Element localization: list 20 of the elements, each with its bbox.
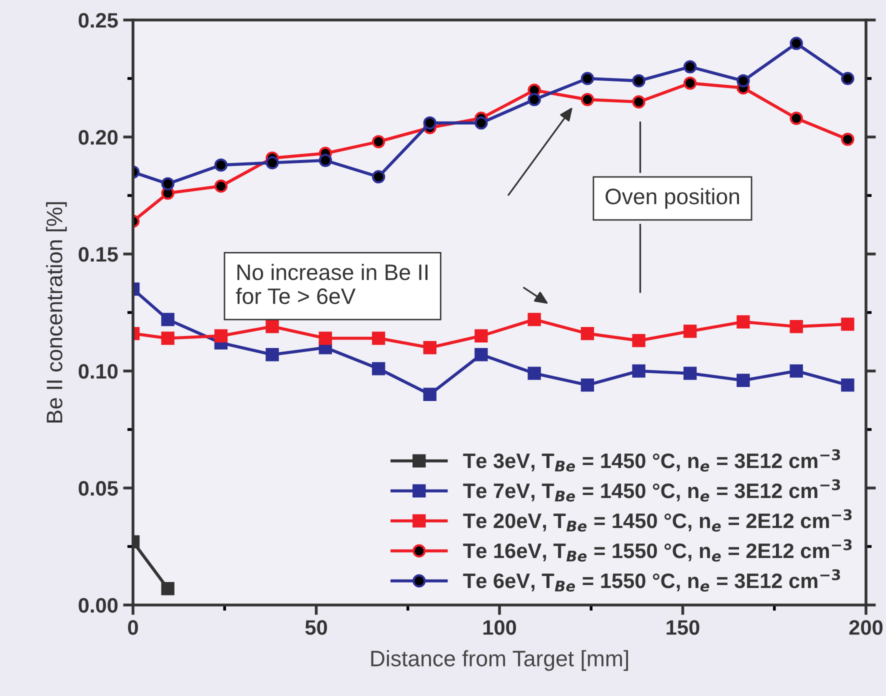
y-tick-label: 0.10 <box>78 364 118 379</box>
legend-label: Te 20eV, T$_{Be}$ = 1450 °C, n$_{e}$ = 2E12 cm$^{−3}$ <box>463 509 852 532</box>
x-tick-label: 150 <box>666 620 700 635</box>
x-axis-title: Distance from Target [mm] <box>371 650 628 671</box>
legend-label: Te 6eV, T$_{Be}$ = 1550 °C, n$_{e}$ = 3E12 cm$^{−3}$ <box>463 569 840 592</box>
y-tick-label: 0.00 <box>78 598 118 613</box>
x-tick-label: 0 <box>128 620 138 635</box>
x-tick-label: 50 <box>305 620 327 635</box>
x-tick-label: 100 <box>483 620 516 635</box>
y-axis-title: Be II concentration [%] <box>46 202 67 422</box>
annotation: Oven position <box>606 188 739 209</box>
y-tick-label: 0.25 <box>78 13 118 28</box>
legend-label: Te 16eV, T$_{Be}$ = 1550 °C, n$_{e}$ = 2E12 cm$^{−3}$ <box>463 539 852 562</box>
y-tick-label: 0.05 <box>78 481 118 496</box>
y-tick-label: 0.20 <box>78 130 118 145</box>
legend-label: Te 7eV, T$_{Be}$ = 1450 °C, n$_{e}$ = 3E12 cm$^{−3}$ <box>463 479 840 502</box>
x-tick-label: 200 <box>849 620 883 635</box>
annotation: No increase in Be II for Te > 6eV <box>236 264 428 304</box>
legend-label: Te 3eV, T$_{Be}$ = 1450 °C, n$_{e}$ = 3E12 cm$^{−3}$ <box>463 449 840 472</box>
y-tick-label: 0.15 <box>78 247 118 262</box>
